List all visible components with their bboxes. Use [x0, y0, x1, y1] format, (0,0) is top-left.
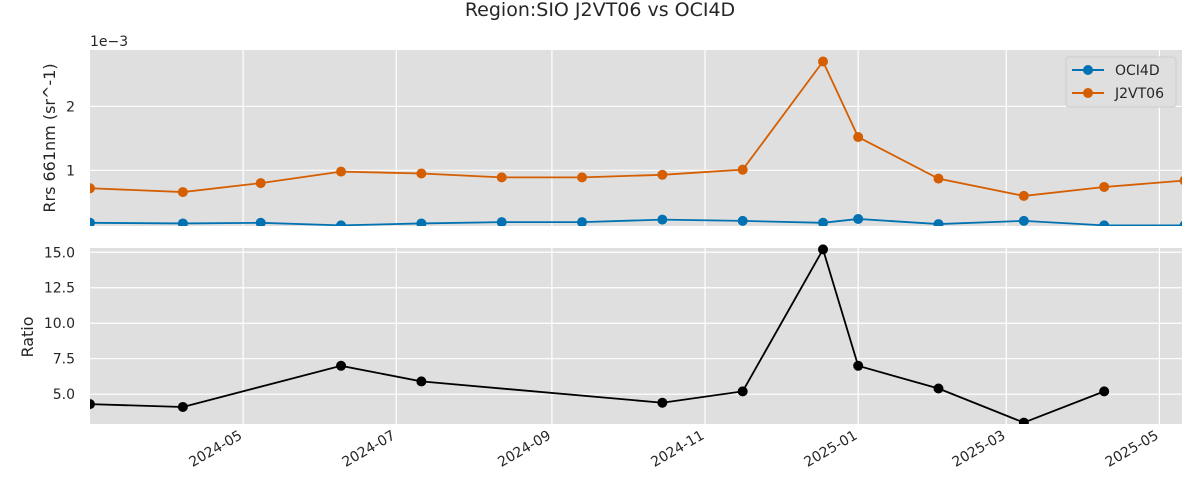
top-point-oci4d — [1099, 220, 1110, 226]
top-point-oci4d — [336, 220, 347, 226]
top-y-axis-label: Rrs 661nm (sr^-1) — [40, 63, 59, 212]
bottom-point-ratio — [818, 244, 829, 255]
top-point-j2vt06 — [416, 168, 427, 179]
top-point-oci4d — [496, 217, 507, 226]
top-point-j2vt06 — [853, 132, 864, 143]
bottom-point-ratio — [853, 360, 864, 371]
top-point-oci4d — [818, 217, 829, 226]
top-point-j2vt06 — [933, 173, 944, 184]
legend-label-oci4d: OCI4D — [1115, 63, 1160, 79]
bottom-point-ratio — [90, 399, 95, 410]
top-point-oci4d — [657, 214, 668, 225]
top-series-layer — [90, 56, 1182, 226]
top-point-j2vt06 — [496, 172, 507, 183]
top-point-j2vt06 — [818, 56, 829, 67]
top-point-j2vt06 — [1099, 181, 1110, 192]
top-panel: 12 1e−3 Rrs 661nm (sr^-1) OCI4D J2VT06 — [40, 34, 1182, 226]
bottom-y-tick-label: 10.0 — [44, 316, 75, 332]
bottom-y-tick-label: 5.0 — [53, 387, 75, 403]
top-point-oci4d — [1179, 221, 1182, 226]
bottom-point-ratio — [1099, 386, 1110, 397]
top-point-oci4d — [737, 215, 748, 226]
top-point-oci4d — [255, 217, 266, 226]
top-point-oci4d — [853, 213, 864, 224]
bottom-series-layer — [90, 244, 1110, 424]
legend-marker-j2vt06 — [1083, 88, 1093, 98]
bottom-y-tick-label: 7.5 — [53, 352, 75, 368]
top-point-oci4d — [177, 218, 188, 226]
bottom-y-tick-labels: 5.0 7.5 10.0 12.5 15.0 — [44, 245, 75, 403]
bottom-point-ratio — [416, 376, 427, 387]
x-tick-label: 2025-03 — [950, 428, 1009, 471]
top-point-j2vt06 — [1179, 176, 1182, 185]
bottom-point-ratio — [1018, 417, 1029, 424]
top-point-oci4d — [577, 217, 588, 226]
bottom-point-ratio — [737, 386, 748, 397]
legend: OCI4D J2VT06 — [1065, 56, 1177, 108]
legend-marker-oci4d — [1083, 65, 1093, 75]
bottom-y-axis-label: Ratio — [18, 316, 37, 357]
x-tick-label: 2025-01 — [802, 428, 861, 471]
x-tick-label: 2024-05 — [186, 428, 245, 471]
bottom-point-ratio — [336, 360, 347, 371]
bottom-gridlines — [90, 248, 1182, 424]
bottom-panel: 5.0 7.5 10.0 12.5 15.0 Ratio — [18, 244, 1182, 424]
top-point-j2vt06 — [177, 187, 188, 198]
top-offset-label: 1e−3 — [90, 34, 128, 50]
top-point-oci4d — [933, 219, 944, 226]
top-point-oci4d — [1018, 215, 1029, 226]
bottom-plot-area — [90, 248, 1182, 424]
top-point-j2vt06 — [737, 164, 748, 175]
top-point-j2vt06 — [336, 166, 347, 177]
bottom-point-ratio — [177, 401, 188, 412]
bottom-y-tick-label: 15.0 — [44, 245, 75, 261]
x-tick-label: 2024-09 — [495, 428, 554, 471]
bottom-y-tick-label: 12.5 — [44, 281, 75, 297]
x-tick-label: 2024-07 — [340, 428, 399, 471]
top-point-oci4d — [416, 218, 427, 226]
bottom-point-ratio — [657, 397, 668, 408]
top-point-j2vt06 — [1018, 190, 1029, 201]
bottom-point-ratio — [933, 383, 944, 394]
x-tick-labels: 2024-05 2024-07 2024-09 2024-11 2025-01 2025-… — [186, 428, 1161, 471]
x-tick-label: 2025-05 — [1103, 428, 1162, 471]
chart-title: Region:SIO J2VT06 vs OCI4D — [465, 0, 735, 21]
top-point-j2vt06 — [577, 172, 588, 183]
top-plot-area — [90, 50, 1182, 226]
x-tick-label: 2024-11 — [648, 428, 707, 471]
top-point-j2vt06 — [255, 178, 266, 189]
top-point-j2vt06 — [90, 183, 95, 194]
top-y-tick-label: 1 — [66, 163, 75, 179]
top-y-tick-label: 2 — [66, 99, 75, 115]
legend-label-j2vt06: J2VT06 — [1114, 86, 1164, 102]
top-point-j2vt06 — [657, 169, 668, 180]
top-y-tick-labels: 12 — [66, 99, 75, 179]
top-point-oci4d — [90, 217, 95, 226]
